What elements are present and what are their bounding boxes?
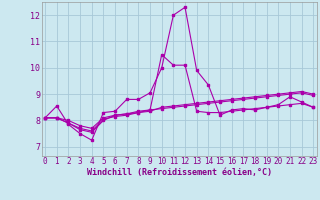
- X-axis label: Windchill (Refroidissement éolien,°C): Windchill (Refroidissement éolien,°C): [87, 168, 272, 177]
